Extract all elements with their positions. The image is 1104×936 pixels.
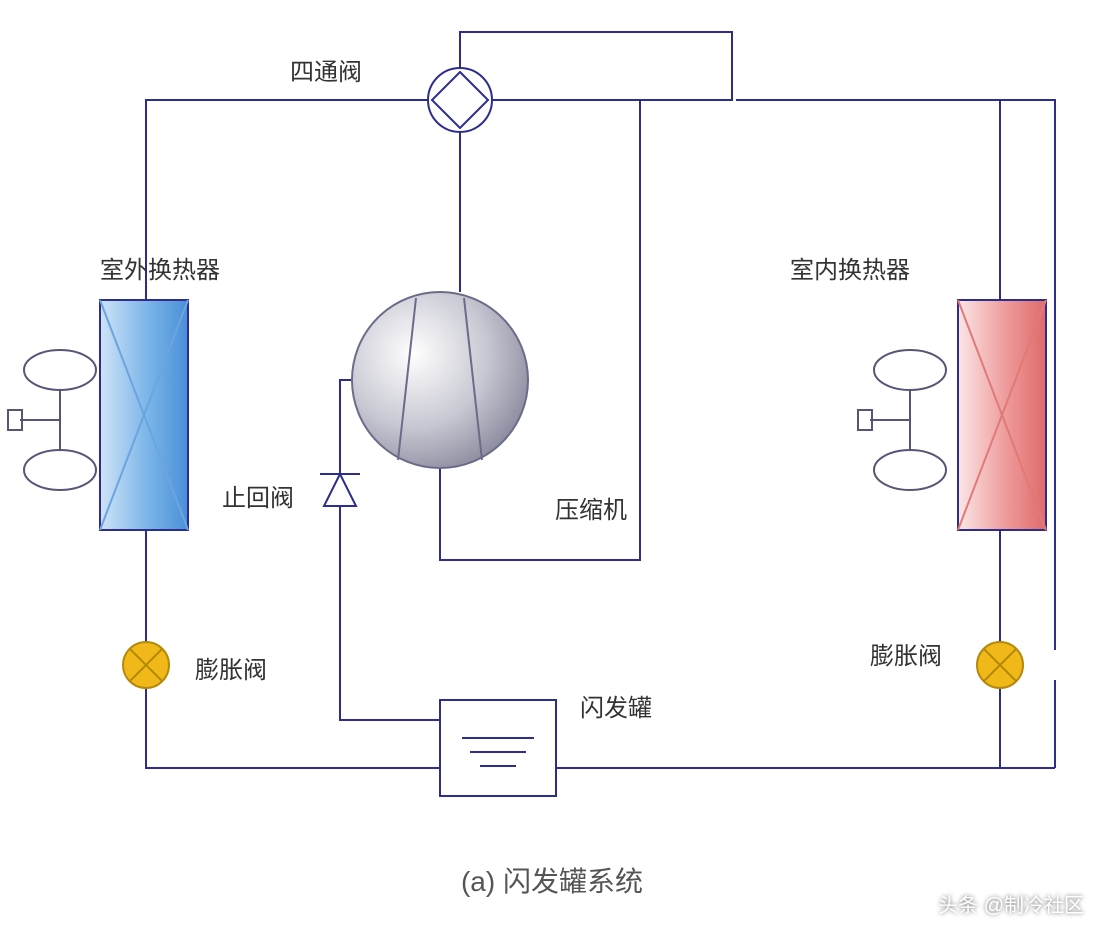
flash-tank-label: 闪发罐 xyxy=(580,688,652,723)
indoor-hx-label: 室内换热器 xyxy=(790,250,910,285)
indoor-fan-icon xyxy=(858,350,946,490)
four-way-valve-label: 四通阀 xyxy=(290,52,362,87)
check-valve xyxy=(320,474,360,506)
outdoor-hx-label: 室外换热器 xyxy=(100,250,220,285)
refrigeration-schematic xyxy=(0,0,1104,936)
compressor xyxy=(352,292,528,468)
indoor-heat-exchanger xyxy=(958,300,1046,530)
expansion-valve-right xyxy=(977,642,1023,688)
four-way-valve xyxy=(428,68,492,132)
outdoor-heat-exchanger xyxy=(100,300,188,530)
flash-tank xyxy=(440,700,556,796)
watermark-text: 头条 @制冷社区 xyxy=(938,889,1084,918)
expansion-valve-left xyxy=(123,642,169,688)
outdoor-fan-icon xyxy=(8,350,96,490)
expansion-valve-right-label: 膨胀阀 xyxy=(870,636,942,671)
expansion-valve-left-label: 膨胀阀 xyxy=(195,650,267,685)
check-valve-label: 止回阀 xyxy=(222,478,294,513)
compressor-label: 压缩机 xyxy=(555,490,627,525)
